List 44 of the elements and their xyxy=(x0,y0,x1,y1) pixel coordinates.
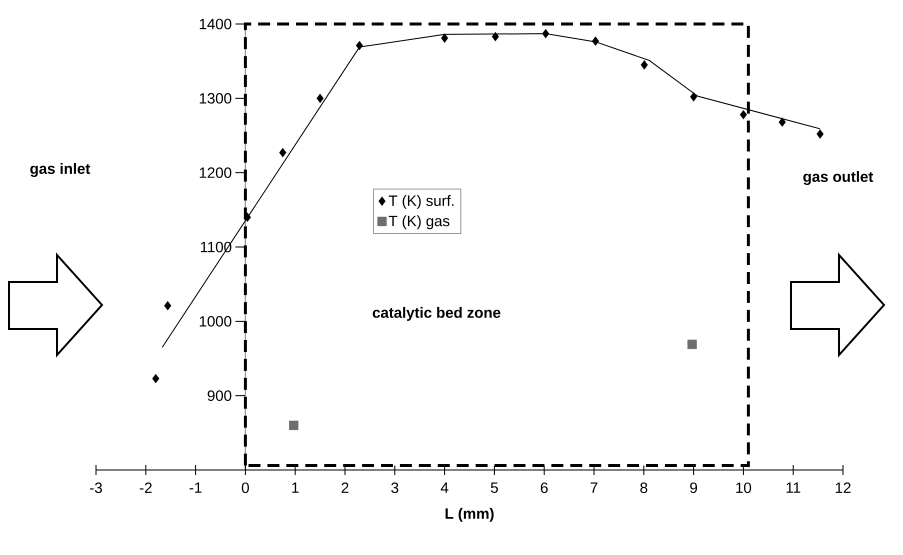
point xyxy=(690,92,698,102)
x-tick-label: 9 xyxy=(690,482,698,494)
point xyxy=(152,374,160,384)
point xyxy=(492,32,499,42)
y-tick-label: 1200 xyxy=(200,167,232,178)
band-label: catalytic bed zone xyxy=(372,306,500,321)
point xyxy=(740,110,747,120)
point xyxy=(778,117,786,127)
x-tick-label: 4 xyxy=(440,482,448,493)
x-tick-label: 12 xyxy=(836,482,851,493)
x-tick-label: 0 xyxy=(242,482,249,494)
x-tick-label: 7 xyxy=(590,482,598,493)
x-tick-label: 3 xyxy=(391,482,398,494)
x-tick-label: 6 xyxy=(540,482,548,494)
x-tick-label: 11 xyxy=(786,482,800,493)
text: gas inlet xyxy=(30,163,90,177)
legend-label: T (K) gas xyxy=(388,215,450,230)
point xyxy=(289,420,298,430)
x-tick-label: 10 xyxy=(736,482,752,494)
point xyxy=(356,40,364,50)
y-tick-label: 1300 xyxy=(200,93,232,104)
point xyxy=(441,33,448,43)
y-tick-label: 900 xyxy=(208,390,232,401)
x-tick-label: -2 xyxy=(140,482,152,493)
point xyxy=(592,36,600,46)
x-tick-label: -3 xyxy=(90,482,102,494)
x-tick-label: -1 xyxy=(190,482,202,493)
point xyxy=(279,148,286,158)
y-tick-label: 1000 xyxy=(200,316,232,327)
x-tick-label: 2 xyxy=(342,482,348,493)
x-tick-label: 5 xyxy=(490,482,498,493)
annotation: gas outlet xyxy=(803,171,874,185)
legend-label: T (K) surf. xyxy=(388,195,454,209)
x-axis-title: L (mm) xyxy=(446,508,494,522)
point xyxy=(316,94,324,104)
point xyxy=(244,212,251,222)
point xyxy=(542,28,550,38)
point xyxy=(640,60,648,70)
point xyxy=(687,340,697,350)
x-tick-label: 8 xyxy=(640,482,648,494)
point xyxy=(816,129,824,139)
x-tick-label: 1 xyxy=(292,482,299,493)
y-tick-label: 1400 xyxy=(200,18,232,30)
point xyxy=(164,301,172,310)
